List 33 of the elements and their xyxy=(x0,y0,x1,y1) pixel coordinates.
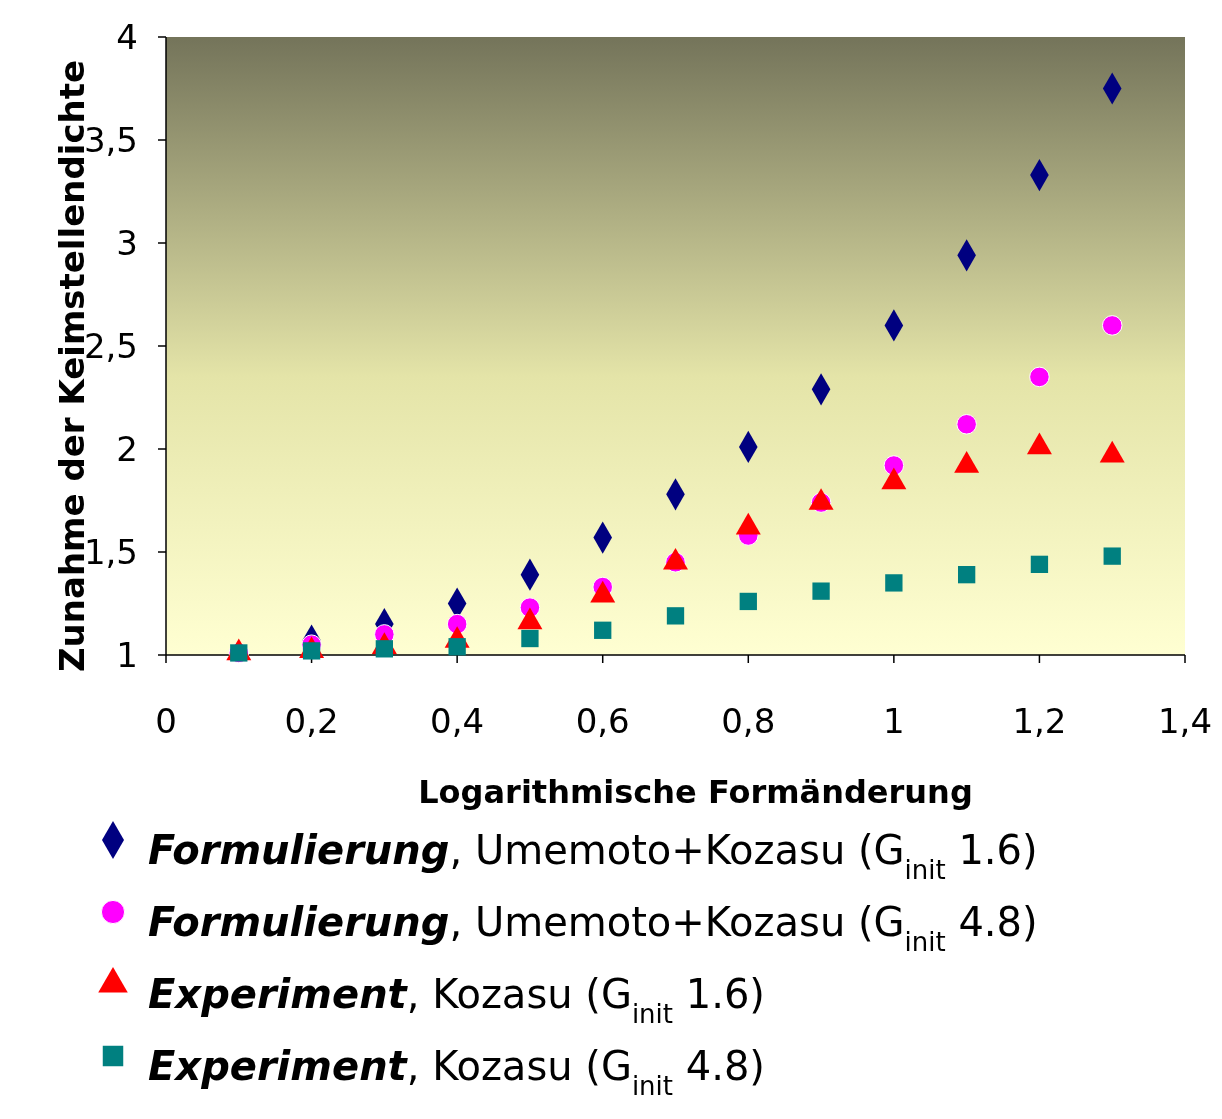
legend-label: Formulierung, Umemoto+Kozasu (G$_{init}$ 1.6) xyxy=(148,827,1038,885)
x-tick-label: 0,2 xyxy=(284,701,339,741)
point xyxy=(521,629,539,648)
y-tick-label: 2,5 xyxy=(83,325,138,366)
point xyxy=(956,414,977,435)
point xyxy=(594,621,612,639)
x-tick-label: 1 xyxy=(883,701,905,741)
point xyxy=(957,566,976,584)
point xyxy=(812,582,830,600)
point xyxy=(448,638,466,656)
x-tick-label: 1,4 xyxy=(1157,701,1213,741)
point xyxy=(1103,547,1121,565)
point xyxy=(1030,555,1049,574)
point xyxy=(885,574,903,592)
point xyxy=(1101,315,1123,336)
x-tick-label: 0 xyxy=(155,701,177,741)
legend-label: Experiment, Kozasu (G$_{init}$ 4.8) xyxy=(148,1043,765,1101)
y-tick-label: 4 xyxy=(116,16,138,57)
x-tick-label: 0,6 xyxy=(575,701,630,741)
point xyxy=(739,592,757,611)
point xyxy=(666,607,685,625)
x-tick-label: 0,8 xyxy=(721,701,776,741)
point xyxy=(883,455,905,476)
legend-label: Formulierung, Umemoto+Kozasu (G$_{init}$ 4.8) xyxy=(148,899,1038,957)
y-tick-label: 3 xyxy=(116,222,138,263)
x-axis-title: Logarithmische Formänderung xyxy=(418,773,973,811)
x-tick-label: 0,4 xyxy=(430,701,485,741)
y-tick-label: 3,5 xyxy=(83,119,138,160)
y-tick-label: 1 xyxy=(116,634,138,675)
y-tick-label: 2 xyxy=(116,428,138,469)
legend-label: Experiment, Kozasu (G$_{init}$ 1.6) xyxy=(148,971,765,1029)
point xyxy=(1029,366,1050,388)
x-tick-label: 1,2 xyxy=(1012,701,1067,741)
